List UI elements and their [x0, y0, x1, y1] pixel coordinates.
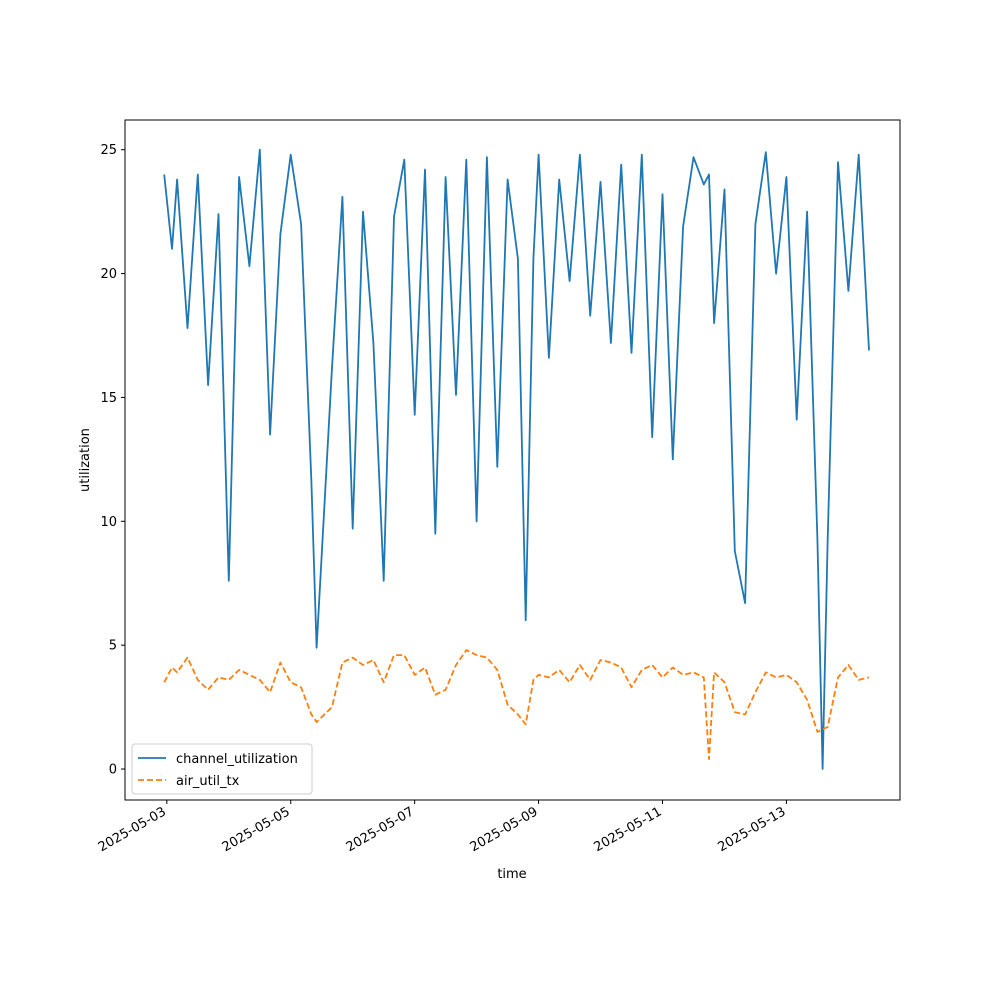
y-tick-label: 0 [109, 763, 117, 778]
axes-frame [124, 119, 901, 801]
y-tick-label: 25 [100, 143, 117, 158]
y-axis: 0 5 10 15 20 25 [100, 143, 125, 778]
series-line-channel-utilization [163, 148, 870, 770]
legend-box [131, 743, 313, 795]
series-layer [163, 148, 870, 770]
legend-label-air-util-tx: air_util_tx [176, 774, 240, 789]
series-line-air-util-tx [163, 649, 870, 760]
plot-area [125, 120, 900, 800]
y-axis-label: utilization [78, 428, 93, 492]
y-tick-label: 5 [109, 639, 117, 654]
legend-label-channel-utilization: channel_utilization [176, 752, 298, 767]
x-axis-label: time [497, 867, 526, 882]
y-tick-label: 15 [100, 391, 117, 406]
y-tick-label: 20 [100, 267, 117, 282]
y-tick-label: 10 [100, 515, 117, 530]
legend: channel_utilization air_util_tx [131, 743, 313, 795]
